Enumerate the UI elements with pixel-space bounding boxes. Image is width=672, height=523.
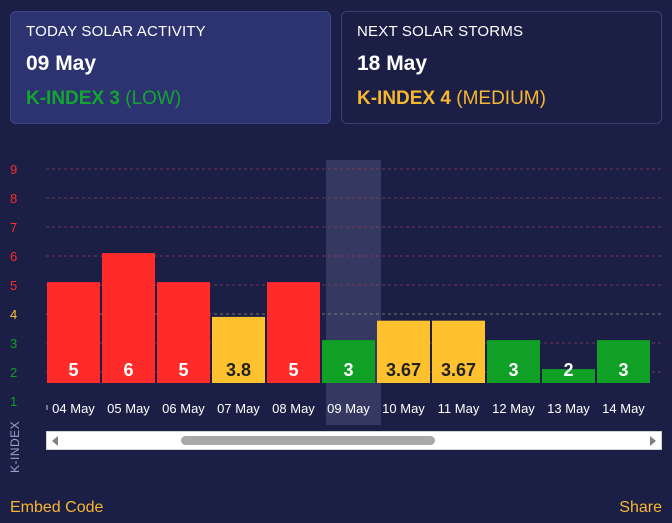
today-date: 09 May [26, 52, 97, 75]
y-tick-label: 5 [10, 278, 17, 293]
embed-code-link[interactable]: Embed Code [10, 499, 104, 516]
y-tick-label: 9 [10, 162, 17, 177]
kindex-bar [542, 369, 595, 383]
today-kindex-level: (LOW) [125, 88, 182, 109]
y-tick-label: 3 [10, 336, 17, 351]
kindex-bar [267, 282, 320, 383]
y-tick-label: 7 [10, 220, 17, 235]
x-tick-label: 06 May [162, 401, 205, 416]
x-tick-label: 07 May [217, 401, 260, 416]
bar-value-label: 5 [288, 360, 298, 380]
kindex-bar-chart: 1 2 3 4 5 6 7 8 9 5 04 May 6 05 May 5 06 May 3.8 07 May 5… [10, 160, 662, 425]
x-tick-label: 11 May [438, 401, 480, 416]
bar-value-label: 3 [343, 360, 353, 380]
kindex-bar [322, 340, 375, 383]
today-kindex-value: K-INDEX 3 [26, 88, 120, 109]
bar-value-label: 2 [563, 360, 573, 380]
kindex-bar [597, 340, 650, 383]
kindex-bar [157, 282, 210, 383]
kindex-bar [377, 320, 430, 383]
y-tick-label: 2 [10, 365, 17, 380]
scroll-left-arrow-icon[interactable] [52, 436, 58, 446]
next-kindex-line: K-INDEX 4 (MEDIUM) [357, 88, 646, 110]
y-tick-label: 4 [10, 307, 17, 322]
scroll-right-arrow-icon[interactable] [650, 436, 656, 446]
y-axis-title: K-INDEX [8, 420, 22, 473]
kindex-bar [487, 340, 540, 383]
x-tick-label: 14 May [602, 401, 645, 416]
bar-value-label: 3 [508, 360, 518, 380]
x-tick-label: 10 May [382, 401, 425, 416]
bar-value-label: 3.8 [226, 360, 251, 380]
next-card-label: NEXT SOLAR STORMS [357, 23, 524, 40]
scrollbar-thumb[interactable] [181, 436, 435, 445]
bar-value-label: 3 [618, 360, 628, 380]
bar-value-label: 3.67 [441, 360, 476, 380]
today-solar-activity-card: TODAY SOLAR ACTIVITY 09 May K-INDEX 3 (L… [10, 11, 331, 124]
kindex-bar [102, 253, 155, 383]
x-tick-label: 09 May [327, 401, 370, 416]
next-storm-date: 18 May [357, 52, 428, 75]
y-tick-label: 1 [10, 394, 17, 409]
y-tick-label: 6 [10, 249, 17, 264]
x-tick-label: 05 May [107, 401, 150, 416]
share-link[interactable]: Share [619, 499, 662, 516]
bar-value-label: 3.67 [386, 360, 421, 380]
highlight-column [326, 160, 381, 425]
today-card-label: TODAY SOLAR ACTIVITY [26, 23, 206, 40]
kindex-bar [432, 320, 485, 383]
bar-value-label: 6 [123, 360, 133, 380]
bar-value-label: 5 [68, 360, 78, 380]
kindex-bar [47, 282, 100, 383]
x-tick-label: 04 May [52, 401, 95, 416]
chart-horizontal-scrollbar[interactable] [46, 431, 662, 450]
bar-value-label: 5 [178, 360, 188, 380]
x-tick-label: 08 May [272, 401, 315, 416]
next-solar-storms-card: NEXT SOLAR STORMS 18 May K-INDEX 4 (MEDI… [341, 11, 662, 124]
x-tick-label: 13 May [547, 401, 590, 416]
y-tick-label: 8 [10, 191, 17, 206]
next-kindex-level: (MEDIUM) [456, 88, 546, 109]
today-kindex-line: K-INDEX 3 (LOW) [26, 88, 315, 110]
kindex-bar [212, 316, 265, 383]
x-tick-label: 12 May [492, 401, 535, 416]
next-kindex-value: K-INDEX 4 [357, 88, 451, 109]
